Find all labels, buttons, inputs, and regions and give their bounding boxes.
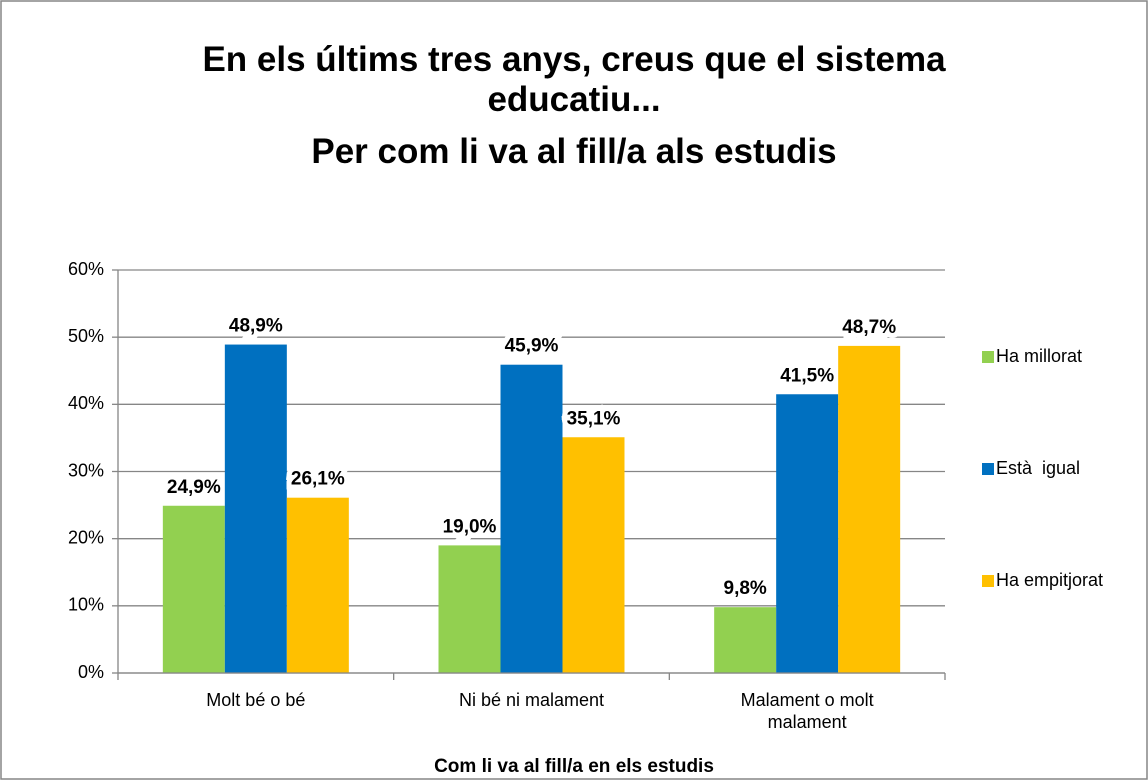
bar xyxy=(714,607,777,673)
x-tick-label: Malament o molt malament xyxy=(740,690,874,732)
legend-swatch xyxy=(982,351,994,363)
bar xyxy=(776,394,839,673)
y-tick-label: 30% xyxy=(68,460,104,480)
legend-label: Ha millorat xyxy=(996,346,1082,366)
data-label: 26,1% xyxy=(291,469,345,490)
bar xyxy=(224,344,287,673)
data-label: 35,1% xyxy=(567,408,621,429)
data-label: 48,9% xyxy=(229,316,283,337)
legend-label: Està igual xyxy=(996,458,1080,478)
data-label: 19,0% xyxy=(443,516,497,537)
data-label: 24,9% xyxy=(167,477,221,498)
data-label: 9,8% xyxy=(724,578,767,599)
y-tick-label: 0% xyxy=(78,662,104,682)
chart-subtitle: Per com li va al fill/a als estudis xyxy=(311,132,837,171)
legend-label: Ha empitjorat xyxy=(996,570,1103,590)
legend-swatch xyxy=(982,575,994,587)
legend-swatch xyxy=(982,463,994,475)
bar xyxy=(438,545,501,673)
data-label: 48,7% xyxy=(842,317,896,338)
bar xyxy=(500,364,563,673)
y-tick-label: 20% xyxy=(68,527,104,547)
y-tick-label: 50% xyxy=(68,326,104,346)
y-tick-label: 60% xyxy=(68,259,104,279)
y-tick-label: 40% xyxy=(68,393,104,413)
bar xyxy=(286,497,349,673)
data-label: 41,5% xyxy=(780,365,834,386)
y-tick-label: 10% xyxy=(68,595,104,615)
data-label: 45,9% xyxy=(505,336,559,357)
x-tick-label: Ni bé ni malament xyxy=(458,690,605,710)
x-axis-label: Com li va al fill/a en els estudis xyxy=(434,756,714,777)
bar xyxy=(162,505,225,673)
bar xyxy=(562,437,625,673)
x-tick-label: Molt bé o bé xyxy=(206,690,306,710)
chart-title: En els últims tres anys, creus que el si… xyxy=(202,40,946,119)
bar xyxy=(838,345,901,673)
